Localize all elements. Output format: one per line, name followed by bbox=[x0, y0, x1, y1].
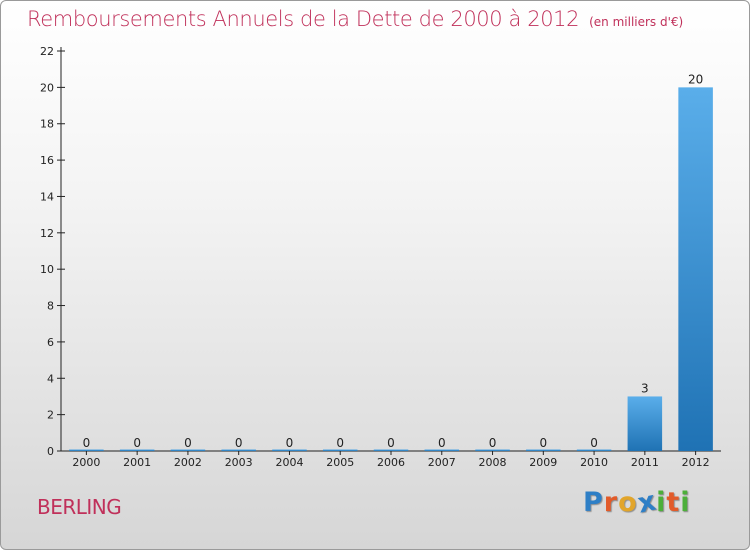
bar-2003 bbox=[221, 449, 256, 451]
x-tick-label-2001: 2001 bbox=[123, 456, 151, 469]
x-tick-label-2007: 2007 bbox=[428, 456, 456, 469]
data-label-2007: 0 bbox=[438, 436, 446, 450]
x-tick-label-2008: 2008 bbox=[479, 456, 507, 469]
data-label-2010: 0 bbox=[590, 436, 598, 450]
y-tick-label: 2 bbox=[47, 409, 54, 422]
logo-letter: i bbox=[680, 487, 691, 518]
chart-title: Remboursements Annuels de la Dette de 20… bbox=[27, 7, 683, 31]
x-tick-label-2000: 2000 bbox=[72, 456, 100, 469]
chart-labels: 2000020010200202003020040200502006020070… bbox=[72, 72, 709, 469]
bar-2002 bbox=[170, 449, 206, 451]
data-label-2009: 0 bbox=[539, 436, 547, 450]
bar-2010 bbox=[576, 449, 612, 451]
y-tick-label: 12 bbox=[40, 227, 54, 240]
bar-2000 bbox=[69, 449, 104, 451]
x-tick-label-2006: 2006 bbox=[377, 456, 405, 469]
y-tick-label: 6 bbox=[47, 336, 54, 349]
data-label-2000: 0 bbox=[83, 436, 91, 450]
y-tick-label: 10 bbox=[40, 263, 54, 276]
logo-letter: o bbox=[618, 487, 638, 518]
y-tick-label: 14 bbox=[40, 190, 54, 203]
x-tick-label-2010: 2010 bbox=[580, 456, 608, 469]
logo-letter: i bbox=[656, 487, 667, 518]
x-tick-label-2004: 2004 bbox=[275, 456, 303, 469]
bar-2011 bbox=[627, 396, 663, 451]
bar-2009 bbox=[526, 449, 561, 451]
data-label-2003: 0 bbox=[235, 436, 243, 450]
proxiti-logo: Proxiti bbox=[583, 485, 691, 519]
y-tick-label: 20 bbox=[40, 81, 54, 94]
logo-letter: r bbox=[603, 487, 619, 518]
data-label-2008: 0 bbox=[489, 436, 497, 450]
bar-2012 bbox=[678, 87, 713, 451]
bar-2006 bbox=[373, 449, 409, 451]
y-tick-label: 4 bbox=[47, 372, 54, 385]
y-tick-label: 16 bbox=[40, 154, 54, 167]
bar-2004 bbox=[272, 449, 307, 451]
data-label-2011: 3 bbox=[641, 381, 649, 395]
bar-2001 bbox=[119, 449, 155, 451]
x-tick-label-2012: 2012 bbox=[682, 456, 710, 469]
y-tick-label: 0 bbox=[47, 445, 54, 458]
x-tick-label-2009: 2009 bbox=[529, 456, 557, 469]
y-tick-label: 8 bbox=[47, 300, 54, 313]
data-label-2001: 0 bbox=[133, 436, 141, 450]
data-label-2002: 0 bbox=[184, 436, 192, 450]
bar-2007 bbox=[424, 449, 460, 451]
chart-title-text: Remboursements Annuels de la Dette de 20… bbox=[27, 7, 580, 31]
data-label-2006: 0 bbox=[387, 436, 395, 450]
logo-letter: t bbox=[666, 487, 681, 518]
x-tick-label-2003: 2003 bbox=[225, 456, 253, 469]
data-label-2012: 20 bbox=[688, 72, 703, 86]
chart-bars bbox=[69, 87, 713, 451]
data-label-2005: 0 bbox=[336, 436, 344, 450]
chart-axes: 0 2 4 6 8 10 12 14 16 18 20 22 bbox=[40, 45, 721, 458]
x-tick-label-2011: 2011 bbox=[631, 456, 659, 469]
bar-2008 bbox=[475, 449, 510, 451]
bar-2005 bbox=[322, 449, 358, 451]
x-tick-label-2002: 2002 bbox=[174, 456, 202, 469]
commune-name: BERLING bbox=[37, 495, 122, 519]
y-tick-label: 22 bbox=[40, 45, 54, 58]
logo-letter: P bbox=[583, 487, 604, 518]
chart-unit: (en milliers d'€) bbox=[589, 15, 684, 29]
data-label-2004: 0 bbox=[286, 436, 294, 450]
x-tick-label-2005: 2005 bbox=[326, 456, 354, 469]
y-tick-label: 18 bbox=[40, 118, 54, 131]
